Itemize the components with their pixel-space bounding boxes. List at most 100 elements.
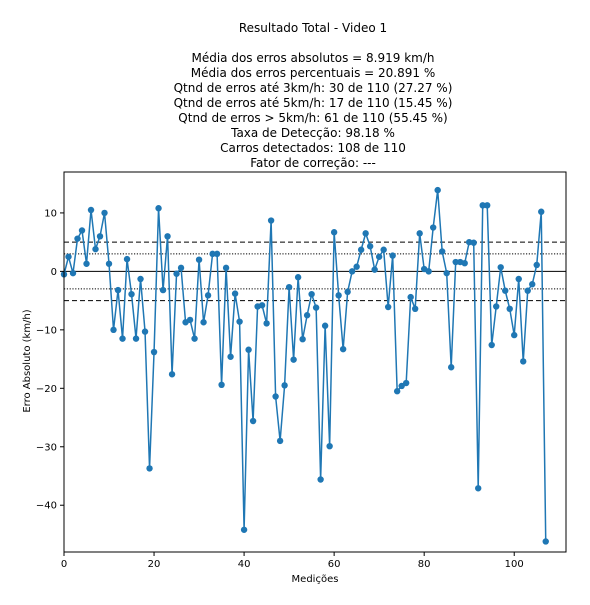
data-point [312,304,320,311]
data-point [375,253,383,260]
data-point [123,255,131,263]
data-point [542,538,549,545]
data-point [105,260,113,267]
data-point [245,346,252,353]
subtitle-line-5: Taxa de Detecção: 98.18 % [230,126,395,140]
plot-area [60,171,567,553]
data-point [173,270,180,277]
data-point [92,245,99,253]
y-axis-ticks: 10 0 −10 −20 −30 −40 [36,208,64,512]
data-point [240,526,248,533]
data-point [83,260,90,267]
data-point [326,442,333,450]
data-point [146,465,153,472]
y-tick-label: 0 [51,267,57,278]
data-point [470,239,477,246]
subtitle-line-4: Qtnd de erros > 5km/h: 61 de 110 (55.45 … [178,111,447,125]
data-point [497,264,504,271]
data-point [366,243,374,250]
data-point [538,208,545,215]
data-point [438,248,446,255]
data-point [511,331,518,339]
data-point [353,263,360,270]
data-point [429,224,437,231]
data-point [263,320,270,327]
data-point [78,227,86,234]
data-point [249,417,257,425]
data-point [186,316,194,324]
data-point [407,293,414,301]
data-point [488,341,495,349]
data-point [218,381,225,388]
data-point [479,202,486,209]
x-tick-label: 100 [505,559,524,570]
chart-title: Resultado Total - Video 1 [239,21,387,35]
series-line-group [63,190,547,542]
data-point [168,371,176,378]
data-point [164,233,171,240]
data-point [434,186,441,194]
series-line [63,190,547,542]
data-point [502,287,509,294]
data-point [227,353,234,360]
data-point [402,379,410,387]
data-point [119,335,126,342]
data-point [339,345,347,353]
data-point [299,336,306,343]
data-point [150,348,158,356]
data-point [132,335,140,342]
y-tick-label: 10 [44,208,57,219]
subtitle-line-7: Fator de correção: --- [250,156,376,170]
data-point [335,292,342,299]
data-point [155,205,162,212]
data-point [362,230,369,237]
x-axis-label: Medições [292,574,339,585]
data-point [69,269,77,277]
y-tick-label: −30 [36,442,57,453]
data-point [308,290,315,298]
data-point [222,264,230,272]
y-tick-label: −40 [36,501,57,512]
subtitle-line-6: Carros detectados: 108 de 110 [220,141,406,155]
data-point [231,290,239,297]
data-point [294,274,302,281]
plot-frame [63,171,567,553]
data-point [236,318,243,325]
data-point [380,246,387,253]
data-point [411,305,419,312]
data-point [209,250,216,258]
data-point [114,286,122,294]
data-point [159,286,167,294]
data-point [416,230,423,237]
data-point [452,258,459,266]
data-point [317,476,324,483]
data-point [195,256,203,263]
data-point [285,283,293,291]
data-point [272,393,279,400]
data-point [524,287,531,294]
series-points-group [60,186,549,545]
subtitle-line-1: Média dos erros percentuais = 20.891 % [191,66,435,80]
data-point [267,217,275,224]
data-point [65,253,72,260]
data-point [348,268,356,275]
y-tick-label: −10 [36,325,57,336]
x-tick-label: 40 [238,559,251,570]
data-point [529,281,536,288]
data-point [96,233,104,240]
x-tick-label: 60 [328,559,341,570]
data-point [520,358,527,365]
data-point [484,202,491,209]
data-point [177,264,185,272]
x-tick-label: 0 [61,559,67,570]
y-axis-label: Erro Absoluto (km/h) [22,309,33,412]
data-point [447,364,455,371]
data-point [357,246,365,253]
subtitle-line-0: Média dos erros absolutos = 8.919 km/h [191,51,434,65]
x-tick-label: 20 [148,559,161,570]
data-point [200,319,207,326]
data-point [281,382,288,389]
data-point [303,312,311,319]
data-point [101,209,108,217]
